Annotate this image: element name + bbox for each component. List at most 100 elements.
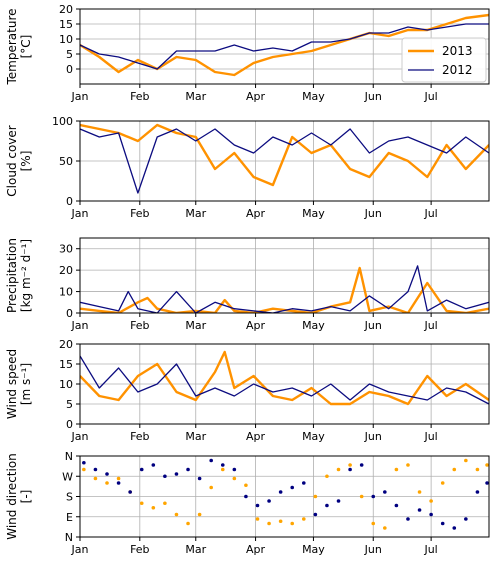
x-tick-label: Feb [130,430,149,443]
series-2013-point [255,517,260,521]
series-2012-point [440,521,445,526]
series-2013-point [186,521,190,526]
series-2012-point [232,467,237,472]
series-2012-point [267,499,271,503]
series-2012-line [80,128,489,194]
x-tick-label: Jul [423,207,437,220]
series-2013-point [301,517,306,521]
series-2013-point [429,499,433,503]
series-2012-point [255,503,260,508]
series-2013-line [80,350,489,406]
series-2012-point [336,499,341,503]
series-2013-point [440,481,445,485]
series-2012-point [394,503,399,508]
series-2012-point [186,467,190,472]
plot-area [82,458,489,530]
y-tick-label: 20 [59,338,73,351]
y-tick-label: 10 [59,33,73,46]
series-2013-point [485,463,489,467]
plot-area [80,265,489,313]
series-2012-point [406,517,410,521]
series-2012-point [464,517,468,521]
y-tick-label: 10 [59,378,73,391]
x-tick-label: Mar [185,543,206,556]
y-axis-label: [kg m⁻² d⁻¹] [19,239,33,312]
series-2012-point [383,490,387,494]
x-tick-label: Jul [423,543,437,556]
series-2012-point [359,463,364,467]
series-2013-point [278,519,283,524]
x-tick-label: Apr [246,90,266,103]
y-tick-label: 20 [59,3,73,16]
series-2012-line [80,355,489,405]
series-2012-line [80,23,489,70]
series-2012-point [348,467,352,472]
series-2013-point [313,494,318,499]
series-2013-point [290,521,295,526]
y-axis-label: Precipitation [5,238,19,313]
series-2012-point [475,490,480,494]
series-2012-point [325,503,329,508]
x-tick-label: Jun [364,319,382,332]
x-tick-label: Feb [130,319,149,332]
plot-area [80,13,489,77]
series-2012-point [105,472,109,476]
x-tick-label: Jul [423,319,437,332]
x-tick-label: Jun [364,430,382,443]
series-2013-point [197,512,202,517]
series-2012-point [139,467,144,472]
x-tick-label: Jul [423,430,437,443]
y-tick-label: E [66,511,73,524]
series-2013-point [82,467,86,472]
series-2012-point [301,481,306,485]
series-2012-point [82,460,86,465]
panel-1: Jan Feb Mar Apr May Jun Jul 0 5 10 15 20 Temperature… [5,3,490,103]
x-tick-label: May [302,430,325,443]
series-2012-point [429,512,433,517]
series-2012-point [220,463,225,467]
x-tick-label: May [302,319,325,332]
series-2013-point [139,501,144,506]
series-2012-point [290,485,295,490]
y-tick-label: 20 [59,264,73,277]
series-2013-point [232,476,237,481]
x-tick-label: Jun [364,543,382,556]
y-axis-label: Cloud cover [5,125,19,197]
x-tick-label: Apr [246,430,266,443]
y-tick-label: 50 [59,155,73,168]
series-2013-point [116,476,121,481]
y-tick-label: 0 [66,63,73,76]
series-2013-point [464,458,468,463]
series-2013-point [371,521,376,526]
series-2013-point [209,485,213,490]
y-tick-label: N [65,450,73,463]
series-2013-point [348,463,352,467]
series-2012-point [93,467,98,472]
x-tick-label: May [302,90,325,103]
series-2013-point [406,463,410,467]
x-tick-label: Mar [185,430,206,443]
x-tick-label: Feb [130,90,149,103]
x-tick-label: Apr [246,543,266,556]
series-2012-point [371,494,376,499]
series-2013-point [336,467,341,472]
series-2013-point [244,483,248,488]
y-tick-label: 5 [66,398,73,411]
x-tick-label: Jan [71,207,89,220]
x-tick-label: Jan [71,543,89,556]
series-2013-point [359,494,364,499]
x-tick-label: Feb [130,207,149,220]
x-tick-label: Apr [246,319,266,332]
y-tick-label: N [65,531,73,544]
series-2012-point [485,481,489,485]
legend-entry: 2013 [442,44,473,58]
y-axis-label: [m s⁻¹] [19,363,33,405]
series-2012-point [209,458,213,463]
series-2013-point [475,467,480,472]
y-tick-label: S [66,491,73,504]
x-tick-label: Mar [185,319,206,332]
series-2012-point [116,481,121,485]
y-tick-label: W [62,470,73,483]
